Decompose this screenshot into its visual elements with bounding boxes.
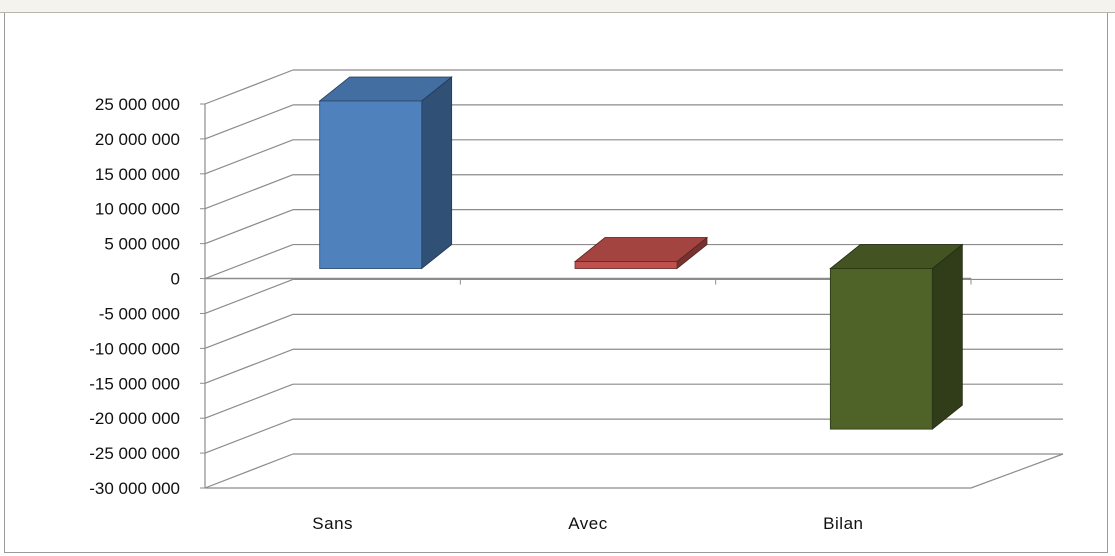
- y-tick-label: -5 000 000: [99, 304, 180, 323]
- gridline-side: [204, 313, 294, 349]
- x-category-label: Avec: [568, 514, 608, 533]
- bar-sans: [319, 100, 423, 269]
- gridline-side: [204, 104, 294, 140]
- y-tick-label: -15 000 000: [89, 374, 180, 393]
- y-tick-label: 0: [171, 270, 180, 289]
- bar-chart: 25 000 000 20 000 000 15 000 000 10 000 000…: [89, 69, 1064, 533]
- y-tick-label: 15 000 000: [95, 165, 180, 184]
- y-tick-label: 10 000 000: [95, 200, 180, 219]
- y-tick-label: 20 000 000: [95, 130, 180, 149]
- floor-edge: [205, 453, 1064, 489]
- gridline-side: [204, 418, 294, 454]
- bar-avec: [574, 261, 678, 269]
- y-tick-label: -10 000 000: [89, 339, 180, 358]
- y-tick-label: -20 000 000: [89, 409, 180, 428]
- x-category-label: Bilan: [823, 514, 863, 533]
- bar-bilan: [829, 268, 933, 430]
- chart-frame: 25 000 000 20 000 000 15 000 000 10 000 000…: [4, 13, 1108, 553]
- y-tick-label: 5 000 000: [104, 235, 180, 254]
- gridline-side: [204, 348, 294, 384]
- gridline-side: [204, 453, 294, 489]
- gridline-side: [204, 139, 294, 175]
- gridline-side: [204, 278, 294, 315]
- bar-side-bilan: [931, 243, 963, 430]
- gridline-side: [204, 174, 294, 210]
- y-tick-label: -25 000 000: [89, 444, 180, 463]
- gridline-side: [204, 209, 294, 245]
- cut-off-title-fragment: [150, 0, 156, 12]
- top-strip: [0, 0, 1115, 13]
- gridline-side: [204, 69, 294, 105]
- y-tick-label: -30 000 000: [89, 479, 180, 498]
- bar-side-sans: [421, 76, 453, 270]
- gridline-side: [204, 383, 294, 419]
- gridline-side: [204, 243, 294, 280]
- x-category-label: Sans: [312, 514, 353, 533]
- y-tick-label: 25 000 000: [95, 95, 180, 114]
